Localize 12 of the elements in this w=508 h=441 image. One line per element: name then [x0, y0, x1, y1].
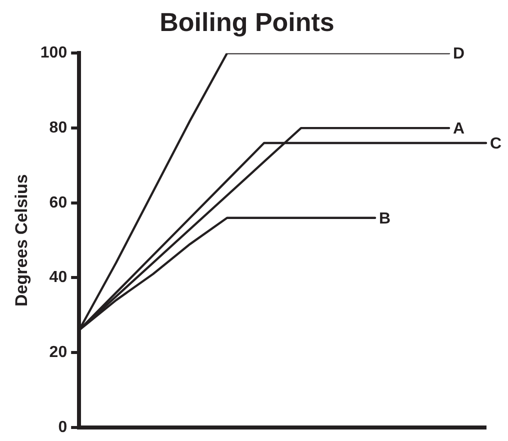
series-label: B	[379, 210, 391, 228]
series-label: D	[453, 46, 465, 63]
y-tick-label: 0	[58, 418, 68, 436]
chart-title: Boiling Points	[160, 6, 334, 37]
series-label: A	[453, 120, 466, 138]
y-tick-label: 100	[40, 44, 68, 62]
y-axis-title: Degrees Celsius	[12, 174, 31, 306]
y-tick-label: 60	[49, 194, 68, 212]
y-tick-label: 40	[49, 269, 68, 286]
y-tick-label: 80	[49, 119, 68, 136]
y-tick-label: 20	[49, 344, 68, 361]
series-label: C	[490, 135, 502, 152]
